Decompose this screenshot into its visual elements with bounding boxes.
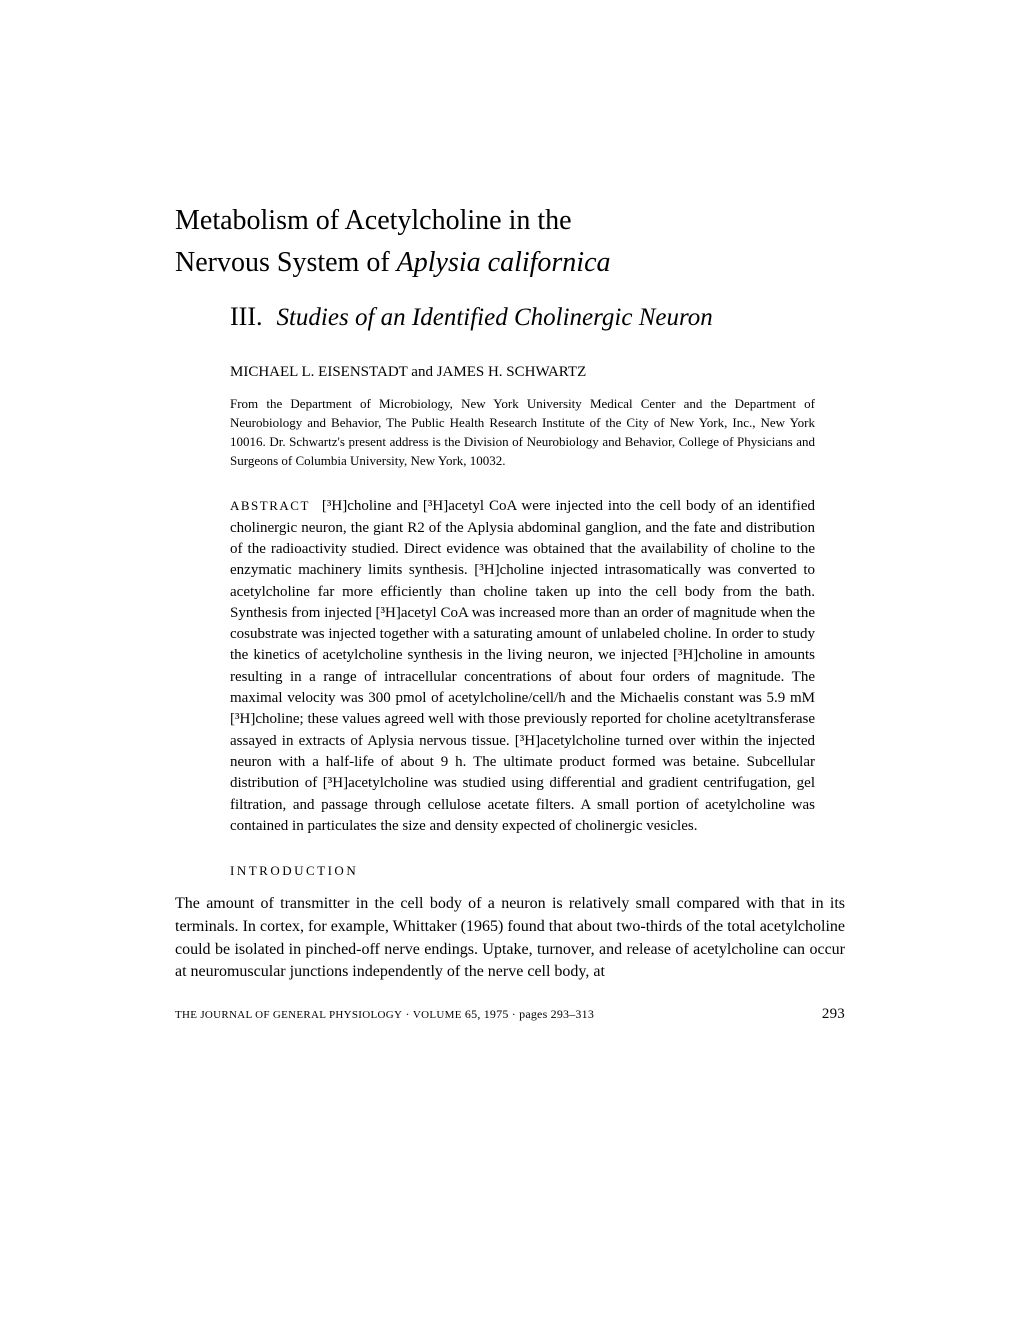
- volume-info: 65, 1975 · pages 293–313: [462, 1007, 594, 1021]
- subtitle: III. Studies of an Identified Cholinergi…: [175, 302, 845, 332]
- page-container: Metabolism of Acetylcholine in the Nervo…: [0, 0, 1020, 1083]
- abstract-text: [³H]choline and [³H]acetyl CoA were inje…: [230, 498, 815, 833]
- abstract: ABSTRACT[³H]choline and [³H]acetyl CoA w…: [230, 496, 815, 837]
- authors: MICHAEL L. EISENSTADT and JAMES H. SCHWA…: [230, 364, 845, 381]
- title-line-2-italic: Aplysia californica: [397, 247, 611, 278]
- page-footer: THE JOURNAL OF GENERAL PHYSIOLOGY · VOLU…: [175, 1006, 845, 1023]
- section-heading-introduction: INTRODUCTION: [230, 863, 845, 879]
- introduction-paragraph: The amount of transmitter in the cell bo…: [175, 893, 845, 984]
- volume-label: VOLUME: [413, 1009, 462, 1021]
- title-line-2-plain: Nervous System of: [175, 247, 397, 278]
- abstract-label: ABSTRACT: [230, 498, 310, 513]
- article-title: Metabolism of Acetylcholine in the Nervo…: [175, 200, 845, 284]
- separator-1: ·: [402, 1007, 413, 1021]
- affiliation: From the Department of Microbiology, New…: [230, 395, 815, 470]
- subtitle-text: Studies of an Identified Cholinergic Neu…: [276, 304, 712, 332]
- subtitle-number: III.: [230, 302, 262, 332]
- page-number: 293: [822, 1006, 845, 1023]
- journal-citation: THE JOURNAL OF GENERAL PHYSIOLOGY · VOLU…: [175, 1007, 594, 1022]
- title-line-1: Metabolism of Acetylcholine in the: [175, 205, 572, 236]
- journal-name: THE JOURNAL OF GENERAL PHYSIOLOGY: [175, 1009, 402, 1021]
